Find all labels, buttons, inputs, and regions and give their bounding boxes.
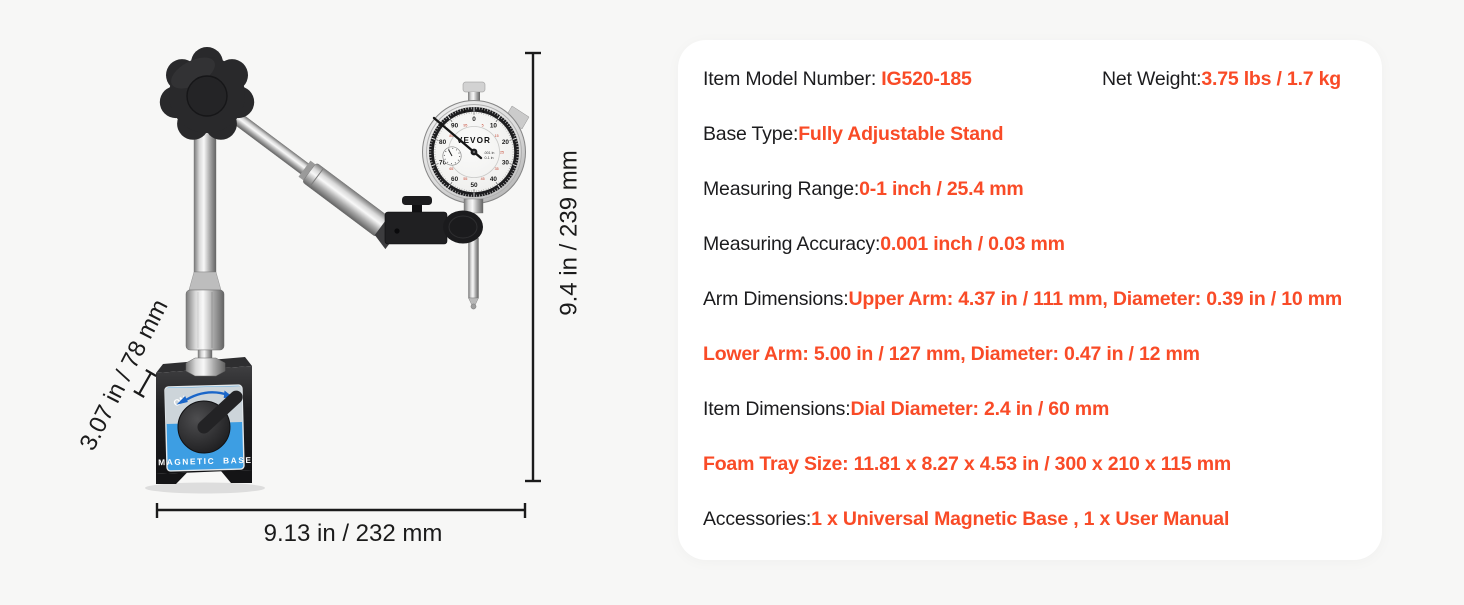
spec-row-measuring-range: Measuring Range: 0-1 inch / 25.4 mm — [678, 162, 1382, 217]
base-right-foot — [221, 470, 252, 483]
width-dimension-label: 9.13 in / 232 mm — [264, 520, 443, 547]
spec-label: Arm Dimensions: — [703, 288, 848, 311]
spec-row-foam-tray: Foam Tray Size: 11.81 x 8.27 x 4.53 in /… — [678, 437, 1382, 492]
svg-text:25: 25 — [500, 150, 504, 154]
svg-text:50: 50 — [470, 182, 478, 189]
spec-row-arm-dimensions: Arm Dimensions: Upper Arm: 4.37 in / 111… — [678, 272, 1382, 327]
spec-row-accessories: Accessories:1 x Universal Magnetic Base … — [678, 492, 1382, 547]
spec-value: Dial Diameter: 2.4 in / 60 mm — [850, 398, 1109, 421]
spec-value: 0-1 inch / 25.4 mm — [859, 178, 1023, 201]
column-rod — [194, 126, 216, 272]
clamp-t-knob — [402, 196, 432, 205]
spec-value: Foam Tray Size: 11.81 x 8.27 x 4.53 in /… — [703, 453, 1231, 476]
plunger-rod — [469, 238, 479, 298]
spec-value: 0.001 inch / 0.03 mm — [880, 233, 1065, 256]
spec-label: Net Weight: — [1102, 68, 1201, 91]
svg-text:0: 0 — [472, 116, 476, 123]
spec-cell-net-weight: Net Weight:3.75 lbs / 1.7 kg — [1102, 52, 1341, 107]
spec-value: 1 x Universal Magnetic Base , 1 x User M… — [811, 508, 1229, 531]
spec-label: Item Model Number: — [703, 68, 881, 90]
spec-row-measuring-accuracy: Measuring Accuracy: 0.001 inch / 0.03 mm — [678, 217, 1382, 272]
svg-text:80: 80 — [439, 139, 447, 146]
base-shadow — [145, 483, 265, 494]
spec-value: Lower Arm: 5.00 in / 127 mm, Diameter: 0… — [703, 343, 1200, 366]
magnetic-base-dial-indicator-illustration: ON MAGNETIC BASE — [0, 0, 660, 600]
dial-top-crown — [463, 82, 485, 92]
svg-text:40: 40 — [490, 176, 498, 183]
column-hex-nut — [186, 358, 225, 376]
spec-value: 3.75 lbs / 1.7 kg — [1201, 68, 1341, 91]
spec-label: Item Dimensions: — [703, 398, 850, 421]
height-dimension-label: 9.4 in / 239 mm — [556, 150, 583, 315]
clamp-screw-hole — [394, 228, 399, 233]
spec-value: Upper Arm: 4.37 in / 111 mm, Diameter: 0… — [848, 288, 1342, 311]
spec-label: Measuring Accuracy: — [703, 233, 880, 256]
column-taper — [189, 272, 221, 290]
svg-text:95: 95 — [463, 124, 467, 128]
base-front-panel: ON MAGNETIC BASE — [156, 385, 253, 471]
star-knob-inner-circle — [187, 76, 227, 116]
spec-label: Accessories: — [703, 508, 811, 531]
spec-value: IG520-185 — [881, 68, 971, 90]
svg-text:90: 90 — [451, 123, 459, 130]
spec-row-item-dimensions: Item Dimensions: Dial Diameter: 2.4 in /… — [678, 382, 1382, 437]
svg-text:55: 55 — [463, 177, 467, 181]
arm-sleeve — [302, 163, 390, 237]
dial-small-text-bottom: 0-1 in — [485, 156, 494, 160]
spec-value: Fully Adjustable Stand — [798, 123, 1003, 146]
spec-row-model: Item Model Number: IG520-185 Net Weight:… — [678, 52, 1382, 107]
svg-text:15: 15 — [495, 134, 499, 138]
spec-label: Measuring Range: — [703, 178, 859, 201]
width-dimension-line — [157, 503, 525, 518]
spec-row-base-type: Base Type: Fully Adjustable Stand — [678, 107, 1382, 162]
spec-row-lower-arm: Lower Arm: 5.00 in / 127 mm, Diameter: 0… — [678, 327, 1382, 382]
svg-text:30: 30 — [502, 159, 510, 166]
svg-text:5: 5 — [482, 124, 484, 128]
spec-card: Item Model Number: IG520-185 Net Weight:… — [678, 40, 1382, 560]
dial-small-text-top: .001 in — [484, 151, 495, 155]
svg-text:35: 35 — [495, 167, 499, 171]
clamp-block — [385, 212, 447, 244]
spec-cell: Item Model Number: IG520-185 — [703, 68, 972, 91]
plunger-contact-ball — [471, 304, 476, 309]
svg-text:65: 65 — [449, 167, 453, 171]
dial-indicator: 01020304050607080905152535455565758595 V… — [423, 82, 530, 309]
spec-label: Base Type: — [703, 123, 798, 146]
column-lower-section — [186, 290, 224, 350]
svg-text:60: 60 — [451, 176, 459, 183]
product-figure: ON MAGNETIC BASE — [0, 0, 660, 600]
svg-text:45: 45 — [481, 177, 485, 181]
svg-text:20: 20 — [502, 139, 510, 146]
svg-text:10: 10 — [490, 123, 498, 130]
column — [186, 126, 225, 376]
dial-needle-hub-center — [473, 151, 475, 153]
base-left-foot — [156, 473, 187, 484]
